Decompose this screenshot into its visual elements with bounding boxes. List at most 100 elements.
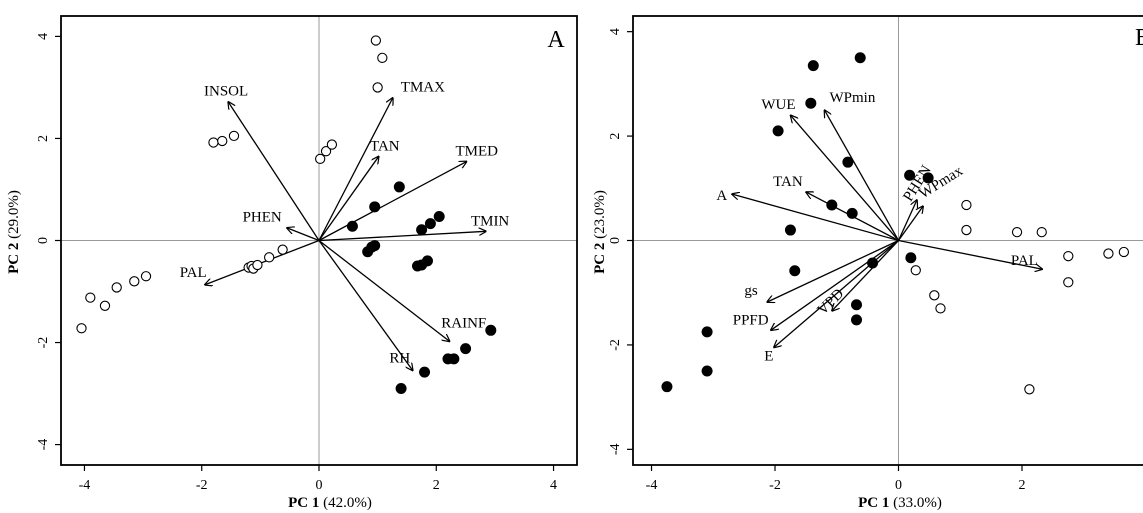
open-point bbox=[910, 265, 921, 276]
vector-label: PHEN bbox=[243, 210, 282, 226]
open-point bbox=[264, 252, 275, 263]
loading-arrow bbox=[774, 240, 899, 348]
vector-label: INSOL bbox=[204, 84, 248, 100]
filled-point bbox=[701, 365, 713, 377]
y-tick-label: 4 bbox=[608, 28, 623, 35]
vector-label: TAN bbox=[370, 138, 400, 154]
x-tick-label: 0 bbox=[895, 478, 902, 493]
filled-point bbox=[772, 125, 784, 137]
loading-arrow bbox=[318, 240, 413, 371]
vector-label: TMAX bbox=[401, 80, 445, 96]
vector-label: WPmin bbox=[829, 90, 875, 106]
x-axis-label: PC 1 (42.0%) bbox=[288, 495, 372, 511]
vector-label: TMIN bbox=[471, 213, 509, 229]
vector-label: VPD bbox=[815, 286, 848, 319]
filled-point bbox=[807, 60, 819, 72]
x-tick-label: -2 bbox=[769, 478, 781, 493]
open-point bbox=[372, 82, 383, 93]
loading-arrow bbox=[287, 228, 320, 242]
y-tick-label: -4 bbox=[608, 444, 623, 456]
x-tick-label: -2 bbox=[196, 478, 208, 493]
filled-point bbox=[661, 381, 673, 393]
open-point bbox=[320, 146, 332, 157]
filled-point bbox=[369, 201, 381, 213]
vector-label: PPFD bbox=[733, 312, 769, 328]
filled-point bbox=[395, 382, 407, 394]
vector-label: PAL bbox=[1011, 253, 1038, 269]
vector-label: A bbox=[716, 188, 727, 204]
open-point bbox=[961, 224, 972, 236]
loading-arrow bbox=[318, 161, 467, 242]
vector-label: TAN bbox=[773, 174, 803, 190]
x-axis-label: PC 1 (33.0%) bbox=[858, 495, 942, 511]
y-tick-label: -2 bbox=[608, 339, 623, 351]
filled-point bbox=[393, 181, 405, 193]
y-tick-label: -4 bbox=[36, 439, 51, 451]
filled-point bbox=[867, 257, 879, 269]
filled-point bbox=[851, 299, 863, 311]
filled-point bbox=[784, 224, 796, 236]
x-tick-label: -4 bbox=[646, 478, 658, 493]
open-point bbox=[76, 323, 87, 334]
open-point bbox=[1024, 384, 1035, 395]
filled-point bbox=[826, 199, 838, 211]
filled-point bbox=[460, 343, 472, 355]
open-point bbox=[370, 35, 382, 46]
x-tick-label: 2 bbox=[433, 478, 440, 493]
filled-point bbox=[922, 172, 934, 184]
open-point bbox=[1063, 277, 1074, 288]
y-axis-label: PC 2 (29.0%) bbox=[6, 190, 22, 274]
panel-label: A bbox=[547, 27, 565, 53]
loading-arrow bbox=[732, 194, 899, 242]
open-point bbox=[326, 139, 338, 150]
x-axis-label-percent: (42.0%) bbox=[319, 495, 372, 511]
y-tick-label: 4 bbox=[36, 33, 51, 40]
loading-arrow bbox=[897, 206, 924, 241]
open-point bbox=[929, 290, 940, 301]
panel-a: INSOL TMAX TAN TMED PHEN TMIN PAL RAINF RH -4 -2 0 2… bbox=[6, 15, 578, 511]
y-axis-label: PC 2 (23.0%) bbox=[592, 190, 608, 274]
y-tick-label: 0 bbox=[36, 237, 51, 244]
vector-label: RAINF bbox=[441, 316, 486, 332]
filled-point bbox=[805, 97, 817, 109]
loading-arrow bbox=[824, 110, 900, 241]
filled-point bbox=[416, 224, 428, 236]
x-axis-label-percent: (33.0%) bbox=[889, 495, 942, 511]
vector-label: WUE bbox=[761, 97, 795, 113]
vector-label: gs bbox=[744, 283, 758, 299]
open-point bbox=[961, 199, 972, 211]
filled-point bbox=[854, 52, 866, 64]
open-point bbox=[315, 153, 326, 165]
loading-arrow bbox=[318, 98, 393, 241]
open-point bbox=[935, 303, 946, 314]
open-point bbox=[217, 135, 228, 147]
open-point bbox=[1118, 246, 1130, 258]
vector-label: E bbox=[764, 349, 773, 365]
filled-point bbox=[905, 252, 917, 264]
loading-arrow bbox=[318, 156, 379, 241]
filled-point bbox=[851, 314, 863, 326]
filled-point bbox=[789, 265, 801, 277]
open-point bbox=[1063, 251, 1074, 262]
y-tick-label: 2 bbox=[36, 135, 51, 142]
filled-point bbox=[701, 326, 713, 338]
y-tick-label: -2 bbox=[36, 337, 51, 349]
x-tick-label: -4 bbox=[79, 478, 91, 493]
x-tick-label: 0 bbox=[316, 478, 323, 493]
loading-arrow bbox=[318, 231, 486, 242]
open-point bbox=[99, 300, 111, 311]
x-axis-label-bold: PC 1 bbox=[288, 495, 319, 511]
open-point bbox=[228, 130, 240, 142]
y-tick-label: 0 bbox=[608, 237, 623, 244]
y-axis-label-percent: (23.0%) bbox=[592, 190, 608, 243]
plot-area: INSOL TMAX TAN TMED PHEN TMIN PAL RAINF RH bbox=[76, 35, 509, 394]
y-axis-label-bold: PC 2 bbox=[6, 243, 22, 274]
filled-point bbox=[904, 169, 916, 181]
x-tick-label: 2 bbox=[1018, 478, 1025, 493]
y-tick-label: 2 bbox=[608, 133, 623, 140]
filled-point bbox=[369, 240, 381, 252]
open-point bbox=[1103, 248, 1114, 259]
open-point bbox=[377, 52, 388, 63]
